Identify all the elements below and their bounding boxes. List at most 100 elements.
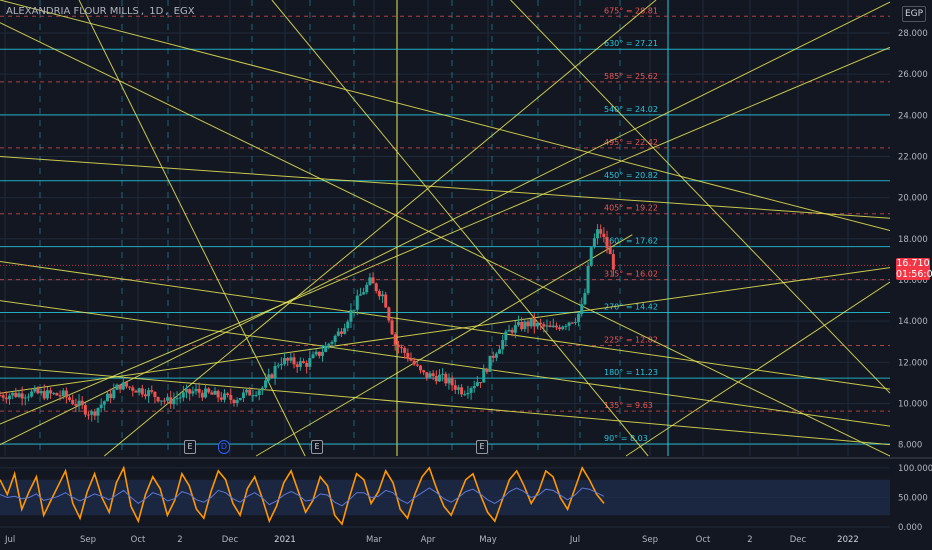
candle-body xyxy=(317,351,321,356)
candle-body xyxy=(431,373,435,377)
candle-body xyxy=(36,388,40,394)
gann-level-label: 495° = 22.42 xyxy=(604,138,658,147)
candle-body xyxy=(283,358,287,365)
candle-body xyxy=(17,393,21,397)
candle-body xyxy=(355,295,359,310)
candle-body xyxy=(517,321,521,326)
candle-body xyxy=(548,325,552,328)
candle-body xyxy=(567,322,571,326)
candle-body xyxy=(393,334,397,345)
candle-body xyxy=(147,390,151,397)
currency-badge[interactable]: EGP xyxy=(902,6,926,22)
oscillator-slow-line xyxy=(0,487,605,507)
x-tick-label: Oct xyxy=(696,535,711,545)
candle-body xyxy=(191,391,195,394)
candle-body xyxy=(314,351,318,355)
candle-body xyxy=(545,325,549,327)
candle-body xyxy=(74,404,78,406)
candle-body xyxy=(605,237,609,249)
candle-body xyxy=(596,229,600,239)
x-tick-label: Oct xyxy=(131,535,146,545)
candle-body xyxy=(194,388,198,392)
candle-body xyxy=(77,400,81,406)
candle-body xyxy=(172,399,176,405)
gann-level-label: 90° = 8.03 xyxy=(604,434,648,443)
candle-body xyxy=(137,388,141,393)
countdown-timer: 01:56:06 xyxy=(896,269,932,280)
candle-body xyxy=(504,331,508,341)
gann-level-label: 630° = 27.21 xyxy=(604,39,658,48)
candle-body xyxy=(336,331,340,336)
candle-body xyxy=(61,390,65,396)
gann-fan-line xyxy=(104,0,657,457)
gann-level-label: 180° = 11.23 xyxy=(604,368,658,377)
candle-body xyxy=(207,388,211,393)
candle-body xyxy=(368,277,372,285)
candle-body xyxy=(583,293,587,305)
candle-body xyxy=(124,382,128,387)
candle-body xyxy=(415,364,419,366)
candle-body xyxy=(520,321,524,330)
candle-body xyxy=(412,360,416,365)
candle-body xyxy=(529,319,533,327)
y-tick-label: 10.000 xyxy=(898,400,928,410)
grid xyxy=(0,0,890,528)
candle-body xyxy=(450,378,454,386)
candle-body xyxy=(554,325,558,328)
earnings-event-icon[interactable]: E xyxy=(311,440,323,454)
candle-body xyxy=(469,388,473,393)
candle-body xyxy=(352,309,356,311)
dividend-event-icon[interactable]: D xyxy=(218,440,230,454)
candle-body xyxy=(561,326,565,330)
gann-level-label: 585° = 25.62 xyxy=(604,72,658,81)
candle-body xyxy=(532,319,536,327)
candle-body xyxy=(140,388,144,395)
y-tick-label: 24.000 xyxy=(898,111,928,121)
candle-body xyxy=(156,397,160,402)
candle-body xyxy=(377,291,381,297)
candle-body xyxy=(270,374,274,378)
candle-body xyxy=(302,361,306,363)
candle-body xyxy=(425,372,429,378)
earnings-event-icon[interactable]: E xyxy=(476,440,488,454)
candle-body xyxy=(42,391,46,399)
candle-body xyxy=(68,397,72,400)
y-tick-label: 8.000 xyxy=(898,441,922,451)
earnings-event-icon[interactable]: E xyxy=(184,440,196,454)
gann-fan-line xyxy=(0,365,891,446)
gann-level-label: 360° = 17.62 xyxy=(604,237,658,246)
y-tick-label: 18.000 xyxy=(898,235,928,245)
x-tick-label: Sep xyxy=(80,535,96,545)
candle-body xyxy=(162,400,166,402)
candle-body xyxy=(523,321,527,330)
candle-body xyxy=(267,374,271,381)
candle-body xyxy=(362,292,366,295)
candle-body xyxy=(349,310,353,322)
candle-body xyxy=(333,335,337,342)
candle-body xyxy=(434,376,438,382)
candle-body xyxy=(418,365,422,371)
candle-body xyxy=(472,385,476,389)
candle-body xyxy=(466,392,470,395)
candle-body xyxy=(286,358,290,361)
candle-body xyxy=(222,393,226,400)
candle-body xyxy=(175,398,179,400)
candle-body xyxy=(602,233,606,238)
candle-body xyxy=(580,304,584,314)
gann-fan-line xyxy=(0,155,891,219)
candle-body xyxy=(485,369,489,372)
candle-body xyxy=(320,351,324,356)
candle-body xyxy=(358,294,362,296)
candle-body xyxy=(558,327,562,330)
candle-body xyxy=(279,364,283,366)
candle-body xyxy=(453,385,457,390)
current-price-label: 16.710 01:56:06 xyxy=(896,258,932,280)
candle-body xyxy=(1,395,5,398)
gann-fan-line xyxy=(78,0,306,457)
candle-body xyxy=(577,313,581,322)
candle-body xyxy=(93,411,97,416)
candle-body xyxy=(608,248,612,255)
candle-body xyxy=(115,384,119,390)
gann-fan-line xyxy=(0,22,891,457)
